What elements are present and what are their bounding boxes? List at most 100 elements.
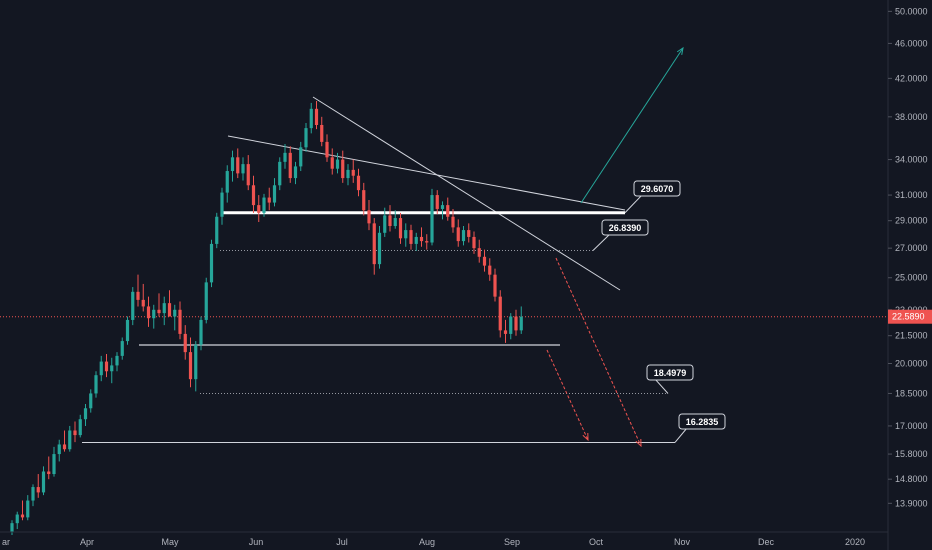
- candle: [440, 201, 445, 220]
- candle: [272, 178, 277, 207]
- current-price-tag-bg: [888, 309, 932, 324]
- candle: [304, 122, 308, 152]
- candle: [241, 157, 245, 181]
- candle: [68, 425, 72, 452]
- candle: [451, 208, 455, 233]
- candle-body: [435, 195, 439, 209]
- candle-body: [47, 471, 51, 475]
- candle-body: [472, 236, 476, 249]
- callout-box: [601, 219, 649, 236]
- candle-body: [304, 128, 308, 148]
- candle-body: [94, 375, 98, 394]
- arrow-shaft: [546, 349, 589, 441]
- candle: [257, 195, 261, 223]
- candle-body: [204, 282, 208, 320]
- callout-pointer: [592, 233, 611, 251]
- candle-body: [440, 205, 445, 209]
- candle-body: [173, 309, 177, 317]
- arrow-head: [635, 438, 642, 448]
- candle: [125, 316, 130, 345]
- callout-text: 16.2835: [686, 417, 719, 427]
- price-tick-label: 34.0000: [895, 155, 928, 165]
- candle: [351, 159, 355, 183]
- candle: [47, 456, 51, 480]
- label-18-4979: 18.4979: [646, 364, 694, 394]
- candle: [393, 210, 397, 229]
- candle-body: [15, 514, 19, 524]
- candle: [183, 325, 187, 360]
- candle-body: [57, 444, 61, 455]
- candle: [430, 188, 434, 246]
- candle-body: [89, 393, 93, 409]
- price-tick-label: 42.0000: [895, 73, 928, 83]
- price-axis[interactable]: 50.0000 46.0000 42.0000 38.0000 34.0000 31.00…: [887, 0, 932, 550]
- price-tick-label: 18.5000: [895, 388, 928, 398]
- candle: [141, 283, 145, 312]
- candle-body: [241, 164, 245, 174]
- candle-body: [215, 216, 219, 244]
- candle: [409, 224, 413, 250]
- candle-body: [31, 487, 35, 501]
- candle: [157, 293, 161, 317]
- candle: [514, 309, 518, 336]
- candle: [162, 296, 166, 326]
- candle: [20, 500, 25, 521]
- candle-body: [314, 108, 319, 126]
- candle: [131, 287, 135, 326]
- candle-body: [110, 365, 114, 372]
- candle-body: [183, 333, 187, 353]
- candle-body: [430, 195, 434, 243]
- candle-body: [146, 306, 151, 319]
- candle: [330, 148, 334, 175]
- candle: [15, 511, 19, 530]
- candle-body: [482, 256, 487, 266]
- candle-body: [377, 232, 382, 265]
- candle: [314, 100, 319, 130]
- current-price-tag: 22.5890: [892, 312, 925, 322]
- candle-body: [299, 147, 303, 167]
- candle-body: [346, 169, 350, 179]
- candle: [225, 165, 229, 203]
- candle-body: [10, 523, 14, 532]
- candle: [57, 439, 61, 462]
- candle-body: [293, 166, 298, 179]
- price-tick-label: 21.5000: [895, 331, 928, 341]
- candle: [267, 187, 271, 211]
- candle: [362, 182, 366, 216]
- candle-body: [503, 330, 508, 334]
- candle-body: [157, 309, 161, 314]
- candle-body: [36, 487, 40, 493]
- candle: [435, 190, 439, 215]
- candle-body: [251, 185, 256, 206]
- candle-body: [272, 185, 277, 203]
- candle-body: [456, 227, 460, 242]
- candle-body: [83, 408, 88, 420]
- candle: [472, 231, 476, 254]
- candle-body: [404, 230, 408, 239]
- candle: [493, 268, 497, 302]
- candle: [230, 150, 235, 182]
- candle-body: [283, 152, 287, 162]
- arrow-shaft: [555, 257, 642, 447]
- price-tick-label: 31.0000: [895, 190, 928, 200]
- time-axis[interactable]: Apr May Jun Jul Aug Sep Oct Nov Dec 2020 ar: [0, 531, 888, 547]
- candle: [383, 207, 387, 237]
- callout-pointer: [654, 378, 669, 394]
- candle-body: [320, 125, 324, 142]
- time-tick-label: Jul: [336, 537, 348, 547]
- candle: [110, 357, 114, 384]
- price-tick-label: 15.8000: [895, 449, 928, 459]
- candle-body: [209, 243, 214, 283]
- time-tick-label: Aug: [419, 537, 435, 547]
- candle: [509, 313, 513, 340]
- candle-body: [414, 236, 418, 244]
- candle: [251, 175, 256, 213]
- candle: [335, 152, 340, 174]
- price-tick-label: 14.8000: [895, 474, 928, 484]
- candle: [73, 421, 77, 443]
- candle: [346, 164, 350, 186]
- candle: [152, 304, 156, 329]
- candle-body: [104, 361, 109, 372]
- candle: [325, 134, 329, 162]
